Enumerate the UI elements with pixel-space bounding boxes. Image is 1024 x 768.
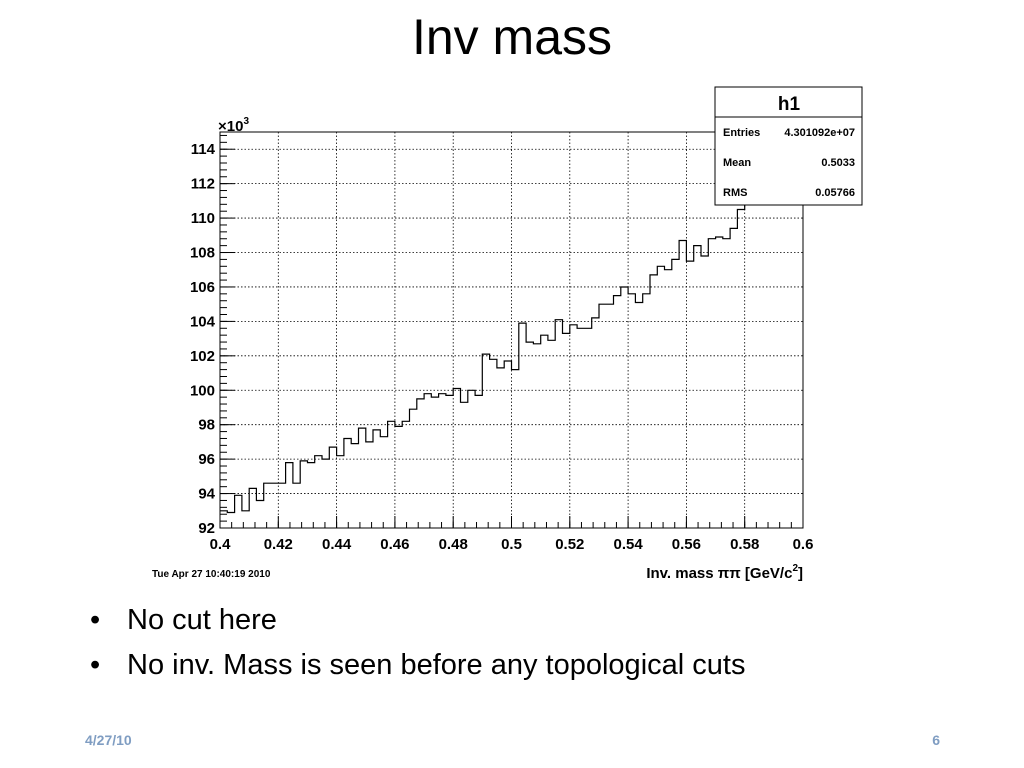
y-tick-label: 92 bbox=[198, 520, 215, 537]
stats-entries-label: Entries bbox=[723, 127, 760, 139]
x-tick-label: 0.48 bbox=[439, 536, 468, 553]
stats-box-frame bbox=[714, 86, 863, 206]
stats-box-title: h1 bbox=[778, 94, 801, 115]
x-tick-label: 0.42 bbox=[264, 536, 293, 553]
histogram-series bbox=[220, 165, 796, 514]
x-tick-label: 0.56 bbox=[672, 536, 701, 553]
y-tick-label: 94 bbox=[198, 486, 215, 503]
stats-mean-label: Mean bbox=[723, 157, 751, 169]
page-number: 6 bbox=[932, 732, 940, 748]
x-tick-label: 0.5 bbox=[501, 536, 522, 553]
stats-entries-value: 4.301092e+07 bbox=[784, 127, 855, 139]
y-multiplier: ×103 bbox=[218, 116, 249, 135]
x-tick-labels: 0.4 0.42 0.44 0.46 0.48 0.5 0.52 0.54 0.56 0.58 0.… bbox=[210, 536, 814, 553]
footer-date: 4/27/10 bbox=[85, 732, 132, 748]
histogram-line bbox=[220, 165, 796, 514]
stats-mean-value: 0.5033 bbox=[821, 157, 855, 169]
bullet-item: No inv. Mass is seen before any topologi… bbox=[90, 643, 745, 688]
x-tick-label: 0.46 bbox=[380, 536, 409, 553]
y-tick-label: 106 bbox=[190, 279, 215, 296]
x-axis-label-close: ] bbox=[798, 565, 803, 582]
y-tick-label: 108 bbox=[190, 245, 215, 262]
stats-rms-value: 0.05766 bbox=[815, 187, 855, 199]
y-tick-label: 104 bbox=[190, 313, 216, 330]
y-multiplier-prefix: ×10 bbox=[218, 118, 243, 135]
y-tick-label: 110 bbox=[191, 210, 215, 227]
y-multiplier-exp: 3 bbox=[243, 116, 249, 127]
y-tick-label: 100 bbox=[190, 382, 215, 399]
x-tick-label: 0.58 bbox=[730, 536, 759, 553]
axis-ticks bbox=[219, 134, 804, 529]
x-axis-label-base: Inv. mass ππ [GeV/c bbox=[646, 565, 792, 582]
y-tick-label: 114 bbox=[191, 141, 216, 158]
x-tick-label: 0.54 bbox=[613, 536, 643, 553]
bullet-item: No cut here bbox=[90, 598, 745, 643]
y-tick-label: 102 bbox=[190, 348, 215, 365]
x-axis-label: Inv. mass ππ [GeV/c2] bbox=[646, 563, 803, 582]
stats-box: h1 Entries 4.301092e+07 Mean 0.5033 RMS … bbox=[714, 86, 863, 206]
bullet-list: No cut here No inv. Mass is seen before … bbox=[90, 598, 745, 688]
x-tick-label: 0.44 bbox=[322, 536, 352, 553]
y-tick-label: 112 bbox=[191, 176, 215, 193]
y-tick-label: 96 bbox=[198, 451, 215, 468]
grid bbox=[220, 132, 803, 528]
slide-title: Inv mass bbox=[411, 9, 613, 65]
x-axis-label-sup: 2 bbox=[792, 563, 798, 574]
x-tick-label: 0.52 bbox=[555, 536, 584, 553]
y-tick-label: 98 bbox=[198, 417, 215, 434]
x-tick-label: 0.6 bbox=[793, 536, 814, 553]
stats-rms-label: RMS bbox=[723, 187, 747, 199]
x-tick-label: 0.4 bbox=[210, 536, 232, 553]
histogram-chart: 0.4 0.42 0.44 0.46 0.48 0.5 0.52 0.54 0.56 0.58 0.… bbox=[152, 86, 863, 582]
y-tick-labels: 92 94 96 98 100 102 104 106 108 110 112 114 bbox=[190, 141, 216, 537]
timestamp: Tue Apr 27 10:40:19 2010 bbox=[152, 569, 271, 580]
